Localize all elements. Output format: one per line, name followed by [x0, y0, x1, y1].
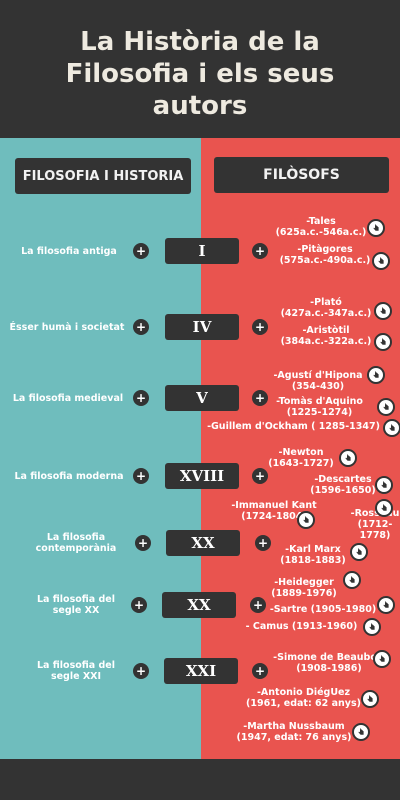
century-button[interactable]: V: [165, 385, 239, 411]
philosopher-entry: -Karl Marx (1818-1883): [280, 544, 346, 566]
hand-pointer-icon[interactable]: [377, 398, 395, 416]
plus-icon[interactable]: +: [252, 663, 268, 679]
philosopher-entry: -Pitàgores (575a.c.-490a.c.): [279, 244, 371, 266]
century-button[interactable]: I: [165, 238, 239, 264]
plus-icon[interactable]: +: [252, 243, 268, 259]
plus-icon[interactable]: +: [252, 468, 268, 484]
hand-pointer-icon[interactable]: [297, 511, 315, 529]
century-button[interactable]: XX: [162, 592, 236, 618]
plus-icon[interactable]: +: [252, 390, 268, 406]
topic-label: La filosofia del segle XX: [36, 594, 116, 616]
century-button[interactable]: XX: [166, 530, 240, 556]
topic-label: Ésser humà i societat: [9, 321, 125, 333]
hand-pointer-icon[interactable]: [377, 596, 395, 614]
plus-icon[interactable]: +: [252, 319, 268, 335]
philosopher-entry: -Sartre (1905-1980): [269, 604, 377, 615]
philosopher-entry: -Heidegger (1889-1976): [271, 577, 337, 599]
philosopher-entry: -Plató (427a.c.-347a.c.): [280, 297, 372, 319]
century-button[interactable]: IV: [165, 314, 239, 340]
column-header-history: FILOSOFIA I HISTORIA: [15, 158, 191, 194]
topic-label: La filosofia antiga: [21, 245, 117, 257]
page-title: La Història de la Filosofia i els seus a…: [65, 27, 335, 121]
century-button[interactable]: XVIII: [165, 463, 239, 489]
topic-label: La filosofia del segle XXI: [36, 660, 116, 682]
header: La Història de la Filosofia i els seus a…: [0, 0, 400, 138]
philosopher-entry: -Aristòtil (384a.c.-322a.c.): [280, 325, 372, 347]
plus-icon[interactable]: +: [135, 535, 151, 551]
hand-pointer-icon[interactable]: [373, 650, 391, 668]
hand-pointer-icon[interactable]: [361, 690, 379, 708]
philosopher-entry: -Rosseau (1712-1778): [350, 508, 400, 541]
plus-icon[interactable]: +: [133, 468, 149, 484]
hand-pointer-icon[interactable]: [375, 499, 393, 517]
plus-icon[interactable]: +: [133, 663, 149, 679]
hand-pointer-icon[interactable]: [374, 302, 392, 320]
philosopher-entry: -Guillem d'Ockham ( 1285-1347): [207, 421, 380, 432]
hand-pointer-icon[interactable]: [367, 219, 385, 237]
hand-pointer-icon[interactable]: [352, 723, 370, 741]
hand-pointer-icon[interactable]: [372, 252, 390, 270]
topic-label: La filosofia contemporània: [35, 532, 117, 554]
topic-label: La filosofia moderna: [14, 470, 124, 482]
hand-pointer-icon[interactable]: [350, 543, 368, 561]
philosopher-entry: - Camus (1913-1960): [245, 621, 358, 632]
philosopher-entry: -Newton (1643-1727): [268, 447, 334, 469]
plus-icon[interactable]: +: [131, 597, 147, 613]
column-header-philosophers: FILÒSOFS: [214, 157, 389, 193]
philosopher-entry: -Martha Nussbaum (1947, edat: 76 anys): [236, 721, 352, 743]
philosopher-entry: -Descartes (1596-1650): [310, 474, 376, 496]
hand-pointer-icon[interactable]: [375, 476, 393, 494]
plus-icon[interactable]: +: [255, 535, 271, 551]
hand-pointer-icon[interactable]: [363, 618, 381, 636]
hand-pointer-icon[interactable]: [367, 366, 385, 384]
plus-icon[interactable]: +: [250, 597, 266, 613]
philosopher-entry: -Tomàs d'Aquino (1225-1274): [276, 396, 363, 418]
philosopher-entry: -Simone de Beauboir (1908-1986): [273, 652, 385, 674]
footer: [0, 759, 400, 800]
topic-label: La filosofia medieval: [12, 392, 124, 404]
hand-pointer-icon[interactable]: [343, 571, 361, 589]
plus-icon[interactable]: +: [133, 243, 149, 259]
plus-icon[interactable]: +: [133, 319, 149, 335]
century-button[interactable]: XXI: [164, 658, 238, 684]
hand-pointer-icon[interactable]: [374, 333, 392, 351]
philosopher-entry: -Immanuel Kant (1724-1804): [231, 500, 317, 522]
philosopher-entry: -Tales (625a.c.-546a.c.): [275, 216, 367, 238]
philosopher-entry: -Antonio DiégUez (1961, edat: 62 anys): [246, 687, 361, 709]
hand-pointer-icon[interactable]: [383, 419, 400, 437]
philosopher-entry: -Agustí d'Hipona (354-430): [273, 370, 363, 392]
hand-pointer-icon[interactable]: [339, 449, 357, 467]
plus-icon[interactable]: +: [133, 390, 149, 406]
